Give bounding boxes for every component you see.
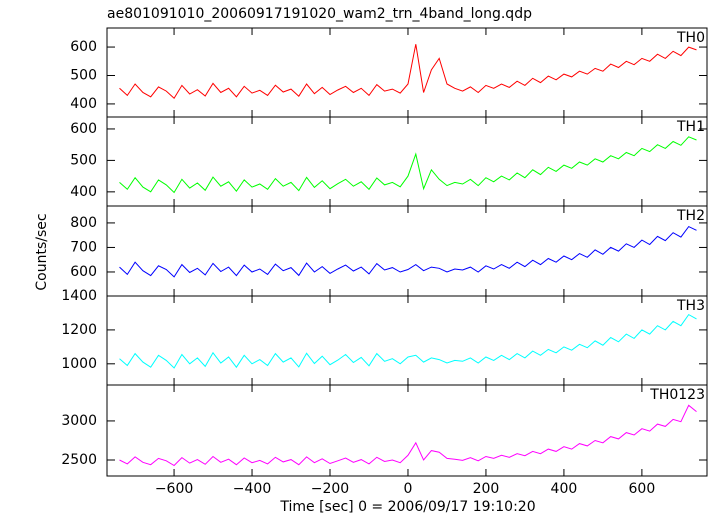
x-tick-label: 200 <box>473 481 500 497</box>
y-axis-label: Counts/sec <box>34 213 50 290</box>
y-tick-label: 600 <box>70 121 97 137</box>
x-tick-label: −600 <box>155 481 193 497</box>
panel-label: TH0123 <box>649 387 705 403</box>
y-tick-label: 3000 <box>61 413 97 429</box>
panel-label: TH1 <box>676 119 705 135</box>
y-tick-label: 1200 <box>61 322 97 338</box>
y-tick-label: 2500 <box>61 452 97 468</box>
panel-frame <box>106 384 708 477</box>
chart-title: ae801091010_20060917191020_wam2_trn_4ban… <box>107 6 532 22</box>
y-tick-label: 600 <box>70 39 97 55</box>
panel-label: TH3 <box>676 298 705 314</box>
panel-frame <box>106 205 708 297</box>
y-tick-label: 400 <box>70 184 97 200</box>
panel-label: TH0 <box>676 30 705 46</box>
y-tick-label: 800 <box>70 215 97 231</box>
x-tick-label: −400 <box>233 481 271 497</box>
y-tick-label: 700 <box>70 239 97 255</box>
x-tick-label: 600 <box>629 481 656 497</box>
data-line <box>119 313 697 369</box>
panel-frame <box>106 116 708 207</box>
y-tick-label: 500 <box>70 67 97 83</box>
y-tick-label: 400 <box>70 96 97 112</box>
x-axis-label: Time [sec] 0 = 2006/09/17 19:10:20 <box>279 499 535 515</box>
y-tick-label: 600 <box>70 264 97 280</box>
x-tick-label: −200 <box>311 481 349 497</box>
y-tick-label: 500 <box>70 152 97 168</box>
y-tick-label: 1400 <box>61 288 97 304</box>
data-line <box>119 225 697 278</box>
y-tick-label: 1000 <box>61 356 97 372</box>
panel-label: TH2 <box>676 208 705 224</box>
data-line <box>119 404 697 467</box>
x-tick-label: 0 <box>404 481 413 497</box>
data-line <box>119 136 697 194</box>
x-tick-label: 400 <box>551 481 578 497</box>
panel-frame <box>106 27 708 118</box>
data-line <box>119 44 697 99</box>
